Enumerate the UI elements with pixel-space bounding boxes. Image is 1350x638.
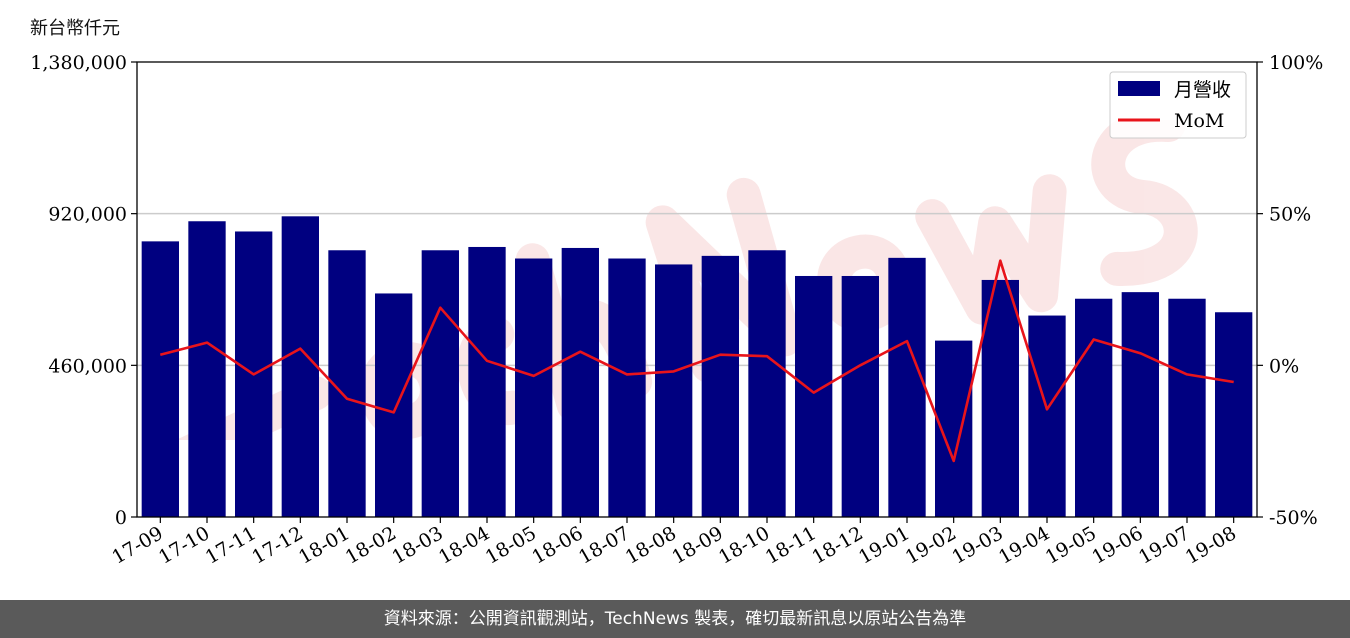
- x-tick-label: 19-02: [902, 522, 960, 568]
- bar-18-09: [701, 255, 739, 517]
- left-tick-label: 920,000: [48, 204, 127, 226]
- bar-18-05: [515, 258, 553, 517]
- bar-17-12: [281, 216, 319, 517]
- x-tick-label: 18-01: [295, 522, 353, 568]
- bar-17-09: [141, 241, 179, 518]
- bar-19-07: [1168, 298, 1206, 517]
- x-tick-label: 18-08: [622, 522, 680, 568]
- mom-line: [159, 259, 1234, 463]
- x-tick-label: 17-11: [202, 522, 260, 568]
- gridlines: [137, 212, 1257, 367]
- bar-17-10: [188, 221, 226, 517]
- x-tick-label: 17-09: [108, 522, 166, 568]
- x-tick-label: 18-05: [482, 522, 540, 568]
- x-tick-label: 18-10: [715, 522, 773, 568]
- x-tick-label: 18-07: [575, 522, 633, 568]
- bar-19-01: [888, 257, 926, 517]
- x-tick-label: 19-03: [948, 522, 1006, 568]
- left-tick-label: 460,000: [48, 355, 127, 377]
- legend-swatch-bar: [1118, 81, 1160, 96]
- x-tick-label: 19-06: [1088, 522, 1146, 568]
- bar-18-12: [841, 275, 879, 517]
- x-tick-label: 18-04: [435, 522, 493, 568]
- right-tick-label: 50%: [1269, 204, 1311, 226]
- bar-18-03: [421, 250, 459, 517]
- x-tick-label: 17-12: [248, 522, 306, 568]
- bar-19-05: [1075, 298, 1113, 517]
- bar-18-06: [561, 247, 599, 517]
- bar-18-07: [608, 258, 646, 517]
- bar-19-08: [1215, 312, 1253, 517]
- bar-18-02: [375, 293, 413, 517]
- x-tick-label: 19-05: [1042, 522, 1100, 568]
- plot-frame: [136, 61, 1258, 518]
- y-axis-unit-label: 新台幣仟元: [30, 18, 120, 39]
- legend-label-line: MoM: [1174, 110, 1224, 132]
- right-tick-label: 100%: [1269, 52, 1323, 74]
- bar-18-10: [748, 250, 786, 517]
- legend: 月營收 MoM: [1109, 71, 1247, 139]
- x-tick-label: 19-08: [1182, 522, 1240, 568]
- bar-19-06: [1121, 292, 1159, 517]
- right-tick-label: 0%: [1269, 355, 1299, 377]
- right-tick-label: -50%: [1269, 507, 1318, 529]
- x-tick-label: 18-09: [668, 522, 726, 568]
- line-series: [159, 259, 1234, 463]
- revenue-mom-chart: 0 460,000 920,000 1,380,000 -50% 0% 50% 100% 1…: [30, 52, 1323, 569]
- x-tick-label: 19-01: [855, 522, 913, 568]
- x-tick-label: 18-12: [808, 522, 866, 568]
- left-tick-label: 1,380,000: [30, 52, 127, 74]
- source-footer: 資料來源：公開資訊觀測站，TechNews 製表，確切最新訊息以原站公告為準: [0, 600, 1350, 638]
- x-axis: 17-0917-1017-1117-1218-0118-0218-0318-04…: [108, 517, 1240, 569]
- x-tick-label: 18-06: [528, 522, 586, 568]
- x-tick-label: 18-02: [342, 522, 400, 568]
- bar-18-08: [655, 264, 693, 517]
- bar-18-04: [468, 246, 506, 517]
- legend-label-bar: 月營收: [1174, 79, 1231, 101]
- right-axis: -50% 0% 50% 100%: [1257, 52, 1323, 529]
- x-tick-label: 18-11: [762, 522, 820, 568]
- bar-18-11: [795, 275, 833, 517]
- bar-19-04: [1028, 315, 1066, 517]
- x-tick-label: 18-03: [388, 522, 446, 568]
- x-tick-label: 19-07: [1135, 522, 1193, 568]
- left-tick-label: 0: [115, 507, 127, 529]
- x-tick-label: 19-04: [995, 522, 1053, 568]
- bar-series: [141, 216, 1253, 518]
- x-tick-label: 17-10: [155, 522, 213, 568]
- left-axis: 0 460,000 920,000 1,380,000: [30, 52, 137, 529]
